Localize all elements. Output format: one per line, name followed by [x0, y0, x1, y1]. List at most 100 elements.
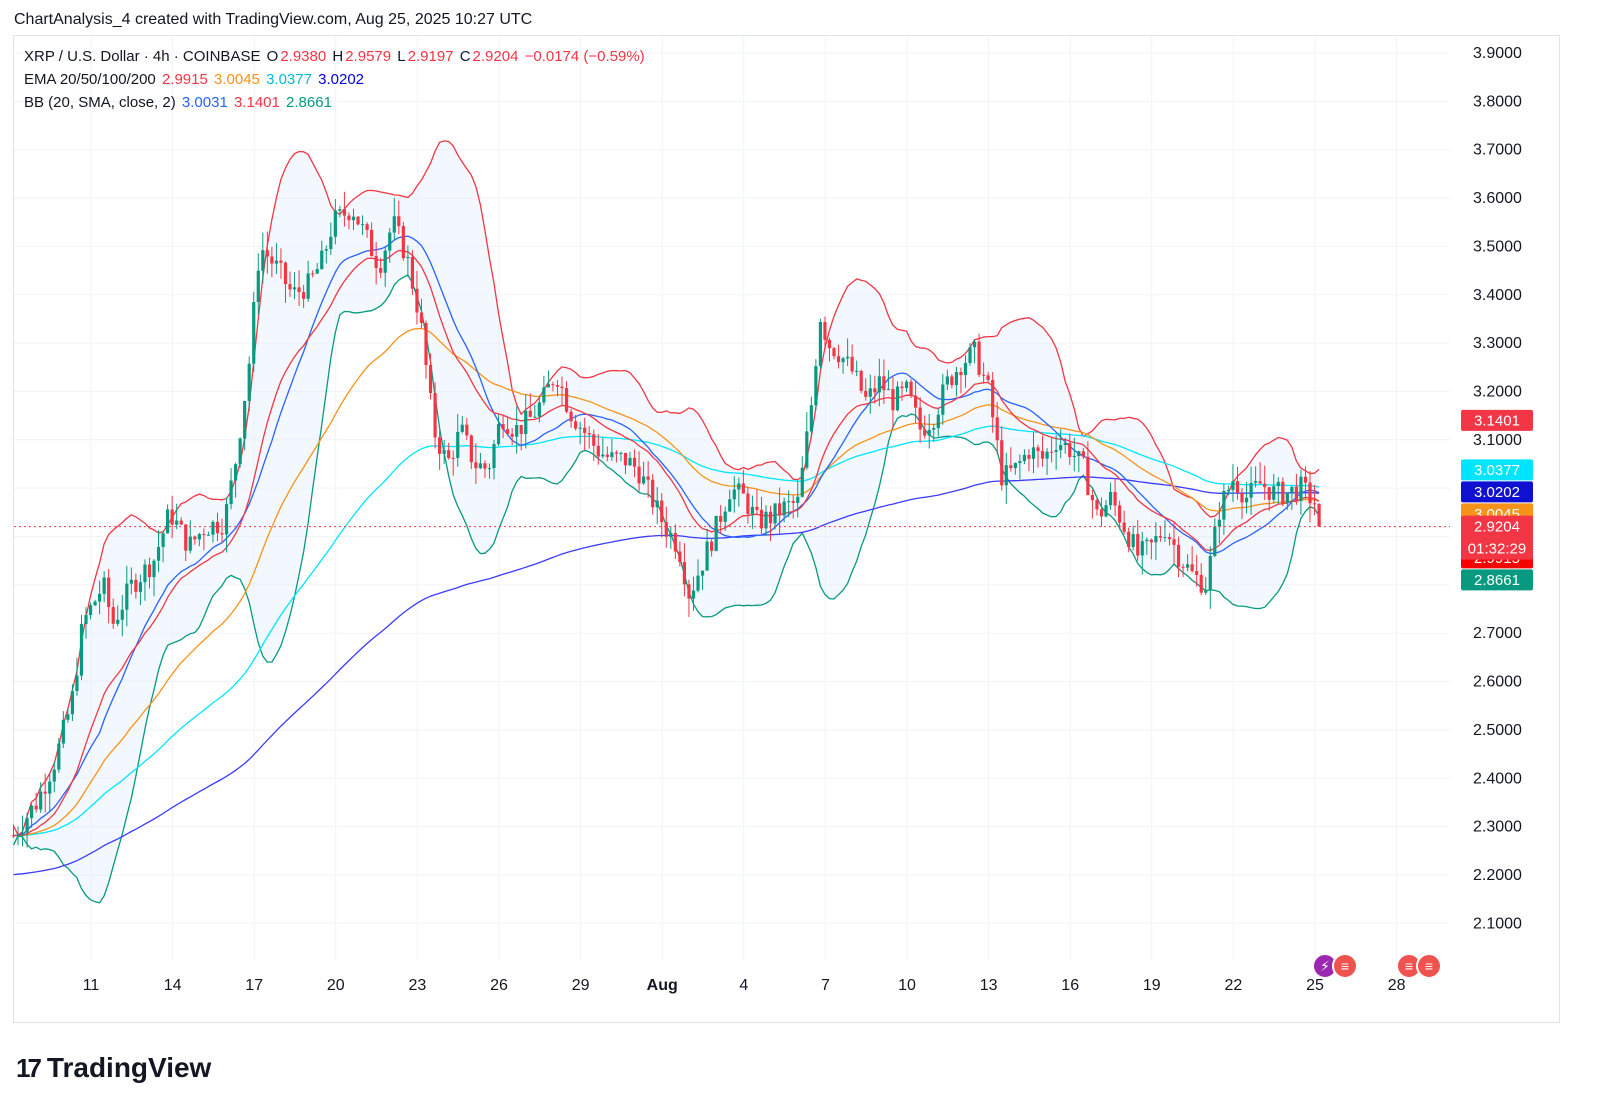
candle: [415, 288, 419, 313]
us-flag-icon[interactable]: ≡: [1332, 953, 1358, 979]
candle: [1317, 503, 1321, 527]
lightning-icon[interactable]: ⚡: [1312, 953, 1338, 979]
candle: [1254, 481, 1258, 483]
candle: [496, 424, 501, 445]
candle: [805, 431, 809, 468]
candle: [1022, 454, 1027, 462]
x-tick-label: 17: [245, 977, 263, 994]
candle: [406, 256, 410, 259]
candle: [836, 356, 841, 363]
candle: [1027, 454, 1031, 459]
candle: [574, 421, 578, 429]
candle: [270, 256, 274, 264]
candle: [673, 533, 677, 552]
candle: [175, 520, 179, 525]
open-value: 2.9380: [280, 48, 327, 65]
ema-label[interactable]: EMA 20/50/100/200: [24, 71, 156, 88]
candle: [891, 389, 895, 411]
candle: [1244, 497, 1249, 503]
candle: [52, 769, 56, 782]
candle: [1140, 541, 1144, 556]
candle: [959, 371, 963, 376]
candle: [424, 323, 428, 366]
candle: [524, 410, 528, 434]
price-labels: 3.14013.03773.02023.00453.00312.99152.86…: [1461, 409, 1533, 591]
candle: [710, 541, 714, 551]
candle: [1195, 571, 1199, 575]
y-tick-label: 3.3000: [1473, 335, 1522, 352]
y-tick-label: 3.1000: [1473, 432, 1522, 449]
legend-ema-row[interactable]: EMA 20/50/100/200 2.9915 3.0045 3.0377 3…: [24, 71, 366, 88]
candle: [882, 376, 886, 391]
candle: [170, 509, 174, 525]
candle: [1249, 482, 1253, 498]
close-value: 2.9204: [472, 48, 519, 65]
candle: [918, 407, 922, 430]
candle: [111, 607, 115, 624]
us-flag-icon[interactable]: ≡: [1416, 953, 1442, 979]
legend-bb-row[interactable]: BB (20, SMA, close, 2) 3.0031 3.1401 2.8…: [24, 94, 334, 111]
candle: [152, 560, 156, 578]
symbol-label[interactable]: XRP / U.S. Dollar · 4h · COINBASE: [24, 48, 261, 65]
candle: [202, 534, 206, 536]
candle: [1208, 555, 1212, 591]
candle: [107, 577, 111, 608]
low-label: L: [397, 48, 406, 65]
candle: [30, 805, 34, 819]
candle: [601, 454, 605, 457]
candle: [143, 564, 147, 583]
candle: [211, 521, 215, 535]
x-tick-label: 4: [739, 977, 748, 994]
candle: [161, 533, 165, 547]
event-badges-group-1[interactable]: ⚡ ≡: [1312, 953, 1358, 979]
candle: [1204, 590, 1208, 593]
price-label-text: 3.0377: [1474, 462, 1520, 479]
candle: [433, 393, 437, 438]
x-tick-label: 22: [1225, 977, 1243, 994]
candle: [365, 224, 369, 230]
candle: [1131, 534, 1135, 547]
attribution-text: ChartAnalysis_4 created with TradingView…: [14, 11, 533, 28]
candle: [342, 209, 347, 216]
bb-label[interactable]: BB (20, SMA, close, 2): [24, 94, 176, 111]
candle: [456, 431, 460, 458]
candle: [968, 347, 972, 364]
candle: [197, 534, 201, 540]
candle: [156, 546, 161, 561]
candle: [583, 427, 587, 434]
candle: [542, 387, 546, 403]
candle: [438, 437, 442, 454]
candle: [1104, 505, 1108, 517]
tradingview-logo-icon: 17: [16, 1052, 42, 1083]
candle: [972, 341, 977, 348]
candle: [315, 269, 319, 274]
open-label: O: [266, 48, 279, 65]
candle: [392, 216, 396, 233]
tradingview-logo-text: TradingView: [46, 1052, 212, 1083]
y-tick-label: 2.5000: [1473, 722, 1522, 739]
candle: [868, 388, 872, 397]
last-price-label: [1461, 515, 1533, 560]
candle: [1009, 465, 1013, 469]
candle: [252, 302, 256, 364]
candle: [1172, 539, 1176, 545]
x-tick-label: 25: [1306, 977, 1324, 994]
legend-symbol-row[interactable]: XRP / U.S. Dollar · 4h · COINBASE O 2.938…: [24, 48, 647, 65]
candle: [873, 388, 877, 393]
candle: [388, 232, 392, 251]
candle: [1127, 531, 1131, 547]
candle: [628, 457, 632, 466]
x-tick-label: 23: [409, 977, 427, 994]
candle: [714, 515, 718, 551]
candle: [537, 402, 541, 417]
candle: [501, 424, 505, 430]
x-tick-label: 16: [1061, 977, 1079, 994]
candle: [1231, 481, 1235, 491]
candle: [492, 444, 496, 469]
event-badges-group-2[interactable]: ≡ ≡: [1396, 953, 1442, 979]
candle: [796, 496, 800, 503]
candle: [877, 376, 881, 393]
candle: [1299, 476, 1303, 501]
tradingview-logo[interactable]: 17 TradingView: [16, 1052, 211, 1084]
